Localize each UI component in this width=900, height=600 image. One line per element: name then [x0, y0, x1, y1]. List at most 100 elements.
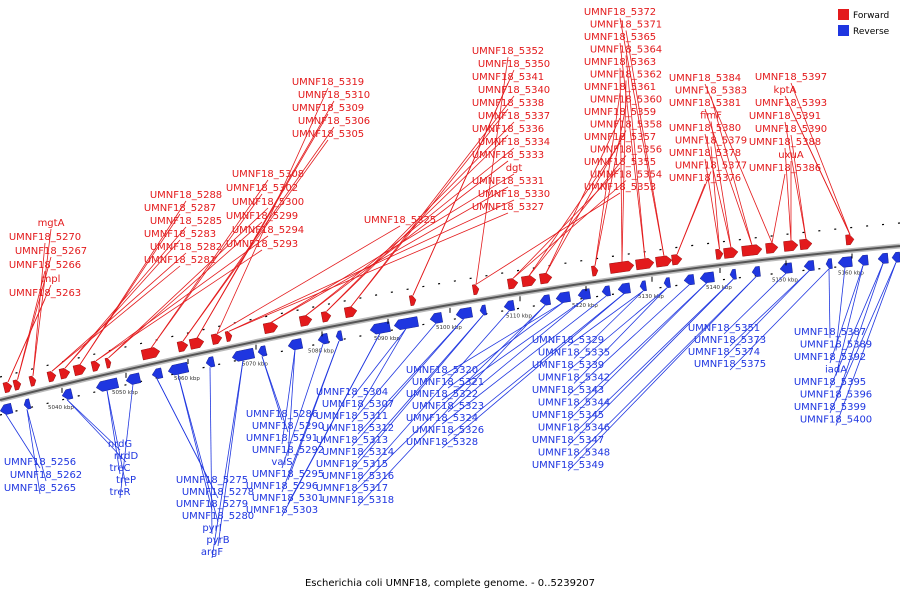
label-leader-line — [211, 360, 244, 559]
forward-gene-label: UMNF18_5282 — [150, 242, 222, 253]
label-leader-line — [573, 290, 644, 359]
label-leader-line — [835, 265, 864, 376]
forward-gene-label: UMNF18_5305 — [292, 129, 364, 140]
tick-label: 5060 kbp — [174, 376, 200, 382]
forward-gene-arrow — [210, 333, 223, 345]
forward-gene-arrow — [723, 247, 739, 259]
label-leader-line — [512, 180, 627, 279]
reverse-gene-label: UMNF18_5317 — [316, 483, 388, 494]
reverse-gene-label: UMNF18_5313 — [316, 435, 388, 446]
forward-gene-arrow — [2, 381, 13, 394]
reverse-gene-label: pyrB — [206, 535, 229, 546]
reverse-gene-label: UMNF18_5344 — [538, 398, 610, 409]
label-leader-line — [704, 83, 773, 244]
reverse-gene-label: UMNF18_5375 — [694, 359, 766, 370]
reverse-gene-arrow — [429, 312, 444, 324]
forward-gene-label: UMNF18_5334 — [478, 137, 550, 148]
reverse-gene-label: UMNF18_5278 — [182, 487, 254, 498]
forward-gene-arrow — [609, 260, 635, 274]
forward-gene-arrow — [320, 311, 332, 323]
label-leader-line — [567, 284, 690, 397]
label-leader-line — [51, 252, 187, 372]
forward-gene-arrow — [591, 265, 599, 277]
reverse-gene-label: UMNF18_5335 — [538, 348, 610, 359]
label-leader-line — [177, 374, 213, 511]
forward-gene-label: UMNF18_5294 — [232, 225, 304, 236]
forward-gene-arrow — [188, 337, 205, 350]
forward-gene-label: UMNF18_5383 — [675, 86, 747, 97]
reverse-gene-arrow — [751, 266, 761, 277]
label-leader-line — [710, 146, 720, 250]
forward-gene-arrow — [765, 242, 779, 254]
label-leader-line — [357, 310, 510, 483]
reverse-gene-arrow — [803, 260, 815, 272]
reverse-gene-label: valS — [271, 457, 292, 468]
forward-gene-label: UMNF18_5299 — [226, 211, 298, 222]
reverse-gene-arrow — [167, 361, 190, 376]
label-leader-line — [150, 193, 263, 349]
reverse-gene-label: UMNF18_5326 — [412, 425, 484, 436]
label-leader-line — [182, 139, 329, 342]
reverse-gene-label: UMNF18_5280 — [182, 511, 254, 522]
label-leader-line — [95, 235, 269, 362]
label-leader-line — [26, 409, 41, 495]
forward-gene-label: UMNF18_5308 — [232, 169, 304, 180]
label-leader-line — [351, 318, 465, 447]
reverse-gene-label: iadA — [825, 365, 847, 376]
reverse-gene-label: UMNF18_5256 — [4, 457, 76, 468]
label-leader-line — [829, 263, 884, 389]
reverse-gene-label: nrdD — [114, 451, 139, 462]
reverse-gene-label: treP — [116, 475, 136, 486]
reverse-gene-label: UMNF18_5342 — [538, 373, 610, 384]
label-leader-line — [447, 299, 585, 413]
reverse-gene-label: UMNF18_5265 — [4, 483, 76, 494]
label-leader-line — [621, 80, 627, 262]
reverse-gene-arrow — [257, 345, 268, 357]
label-leader-line — [784, 121, 807, 240]
reverse-gene-arrow — [96, 377, 120, 392]
forward-gene-label: UMNF18_5391 — [749, 111, 821, 122]
legend-forward: Forward — [838, 9, 889, 21]
forward-gene-label: UMNF18_5358 — [590, 120, 662, 131]
reverse-gene-arrow — [837, 256, 853, 268]
forward-gene-arrow — [741, 244, 763, 257]
forward-gene-label: UMNF18_5362 — [590, 70, 662, 81]
forward-gene-arrow — [507, 278, 519, 290]
label-leader-line — [209, 367, 213, 535]
reverse-gene-label: UMNF18_5295 — [252, 469, 324, 480]
forward-gene-arrow — [298, 315, 313, 327]
label-leader-line — [441, 302, 564, 377]
forward-gene-label: UMNF18_5325 — [364, 215, 436, 226]
label-leader-line — [619, 67, 623, 262]
forward-gene-label: UMNF18_5354 — [590, 170, 662, 181]
label-leader-line — [704, 133, 732, 248]
label-leader-line — [51, 265, 181, 372]
reverse-gene-label: UMNF18_5392 — [794, 352, 866, 363]
label-leader-line — [196, 100, 335, 339]
reverse-gene-arrow — [317, 333, 330, 345]
label-leader-line — [261, 356, 289, 433]
forward-gene-label: UMNF18_5378 — [669, 148, 741, 159]
reverse-gene-arrow — [231, 347, 256, 362]
reverse-gene-label: UMNF18_5320 — [406, 365, 478, 376]
reverse-gene-label: UMNF18_5343 — [532, 385, 604, 396]
reverse-gene-arrow — [639, 280, 647, 292]
forward-gene-label: UMNF18_5381 — [669, 98, 741, 109]
forward-gene-label: UMNF18_5330 — [478, 189, 550, 200]
label-leader-line — [573, 287, 668, 384]
forward-gene-label: UMNF18_5380 — [669, 123, 741, 134]
reverse-gene-label: UMNF18_5324 — [406, 413, 478, 424]
reverse-gene-label: UMNF18_5315 — [316, 459, 388, 470]
label-leader-line — [351, 305, 546, 495]
forward-gene-label: kptA — [774, 85, 797, 96]
label-leader-line — [619, 42, 646, 259]
forward-gene-label: UMNF18_5340 — [478, 85, 550, 96]
reverse-gene-arrow — [539, 294, 551, 306]
reverse-gene-arrow — [601, 285, 611, 297]
forward-gene-arrow — [408, 295, 417, 307]
label-leader-line — [270, 186, 509, 323]
label-leader-line — [790, 82, 851, 235]
forward-gene-label: UMNF18_5267 — [15, 246, 87, 257]
reverse-gene-arrow — [61, 388, 74, 400]
forward-gene-arrow — [46, 371, 57, 383]
